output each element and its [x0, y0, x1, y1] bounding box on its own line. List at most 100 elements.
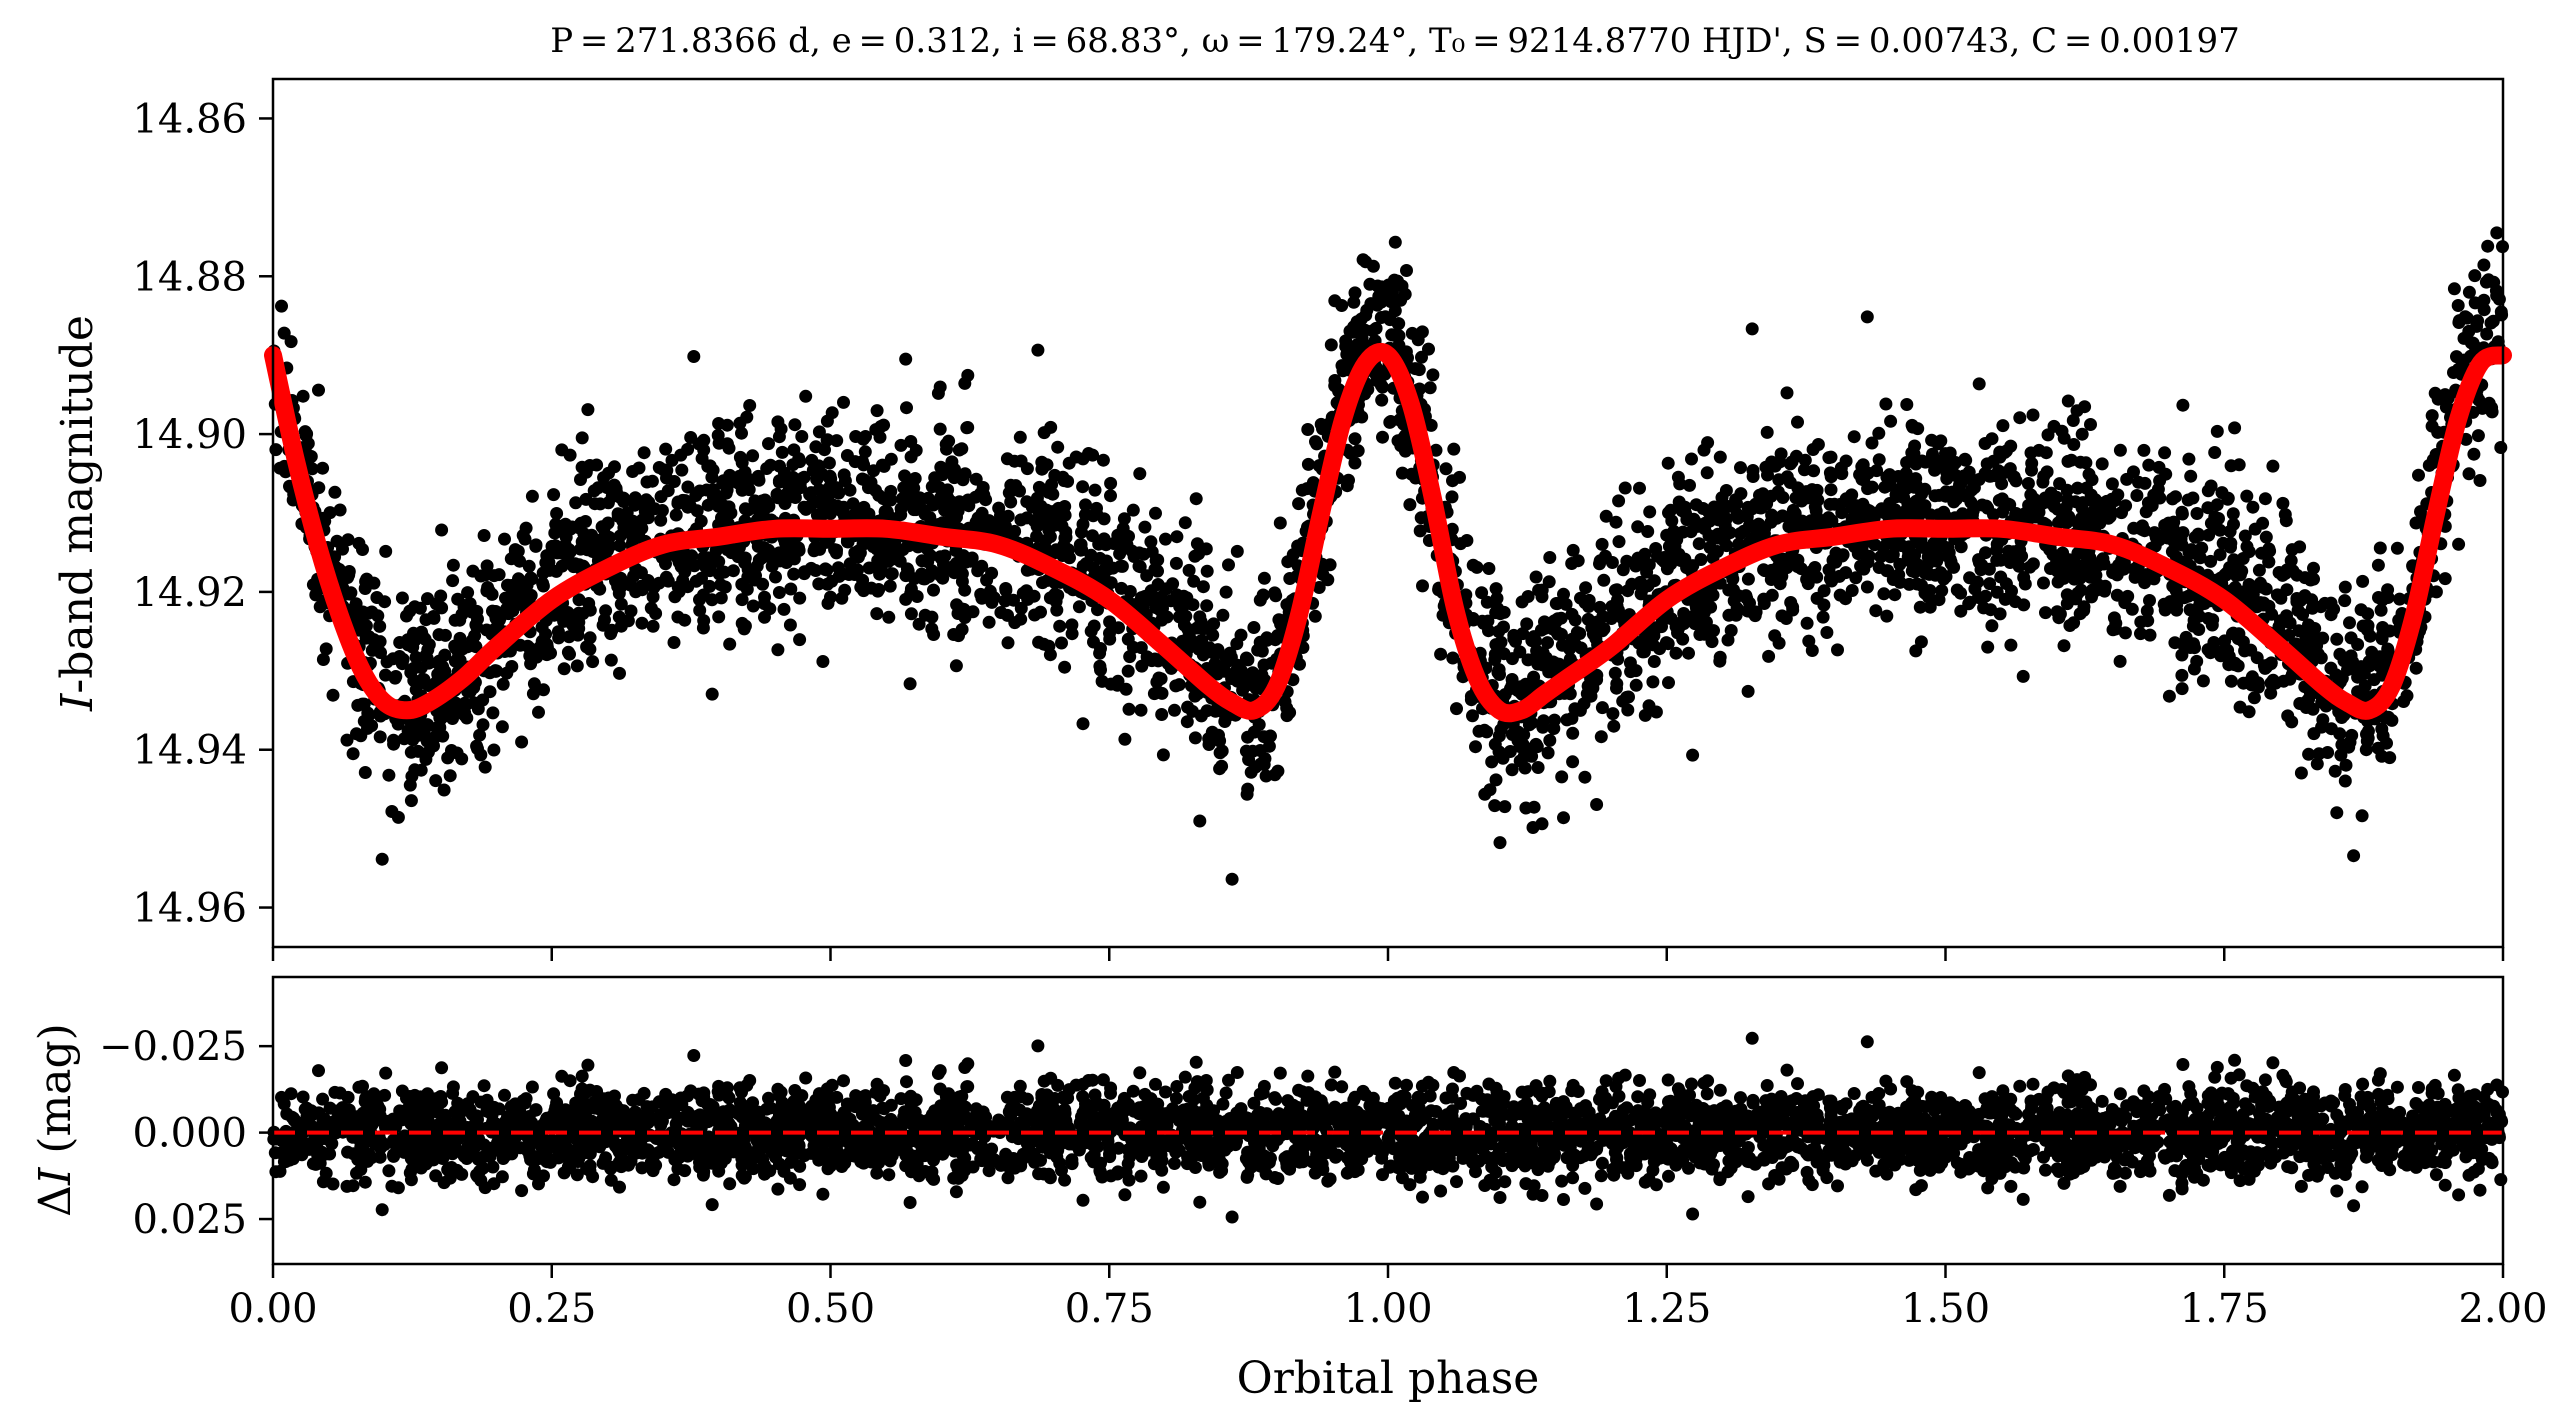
- observation-point: [1810, 484, 1824, 498]
- observation-point: [1638, 708, 1652, 722]
- observation-point: [2337, 654, 2351, 668]
- observation-point: [1888, 588, 1902, 602]
- observation-point: [1730, 497, 1743, 510]
- observation-point: [2085, 473, 2099, 487]
- observation-point: [769, 570, 782, 584]
- observation-point: [758, 610, 771, 624]
- observation-point: [1056, 549, 1070, 562]
- observation-point: [1507, 632, 1521, 645]
- observation-point: [480, 623, 494, 637]
- observation-point: [1566, 755, 1580, 769]
- observation-point: [1957, 469, 1971, 483]
- observation-point: [421, 745, 435, 759]
- observation-point: [1937, 572, 1951, 586]
- observation-point: [1200, 704, 1214, 718]
- observation-point: [1403, 498, 1417, 512]
- observation-point: [969, 472, 983, 486]
- observation-point: [1791, 560, 1805, 574]
- residual-point: [316, 1092, 330, 1106]
- top-y-tick-label: 14.92: [132, 570, 247, 616]
- observation-point: [862, 561, 876, 575]
- observation-point: [581, 403, 595, 417]
- observation-point: [2269, 676, 2283, 690]
- observation-point: [1376, 430, 1389, 444]
- observation-point: [1531, 761, 1545, 774]
- observation-point: [2330, 632, 2344, 646]
- observation-point: [2204, 646, 2217, 660]
- observation-point: [600, 481, 614, 495]
- observation-point: [1273, 516, 1287, 530]
- observation-point: [746, 599, 760, 613]
- observation-point: [2263, 544, 2277, 558]
- observation-point: [1893, 557, 1907, 571]
- observation-point: [602, 530, 616, 544]
- observation-point: [1114, 559, 1128, 573]
- observation-point: [797, 500, 811, 514]
- observation-point: [1300, 482, 1314, 496]
- observation-point: [1698, 619, 1712, 633]
- observation-point: [1808, 500, 1822, 514]
- observation-point: [2242, 580, 2256, 594]
- observation-point: [1058, 660, 1072, 674]
- observation-point: [489, 609, 502, 622]
- observation-point: [1383, 313, 1397, 327]
- observation-point: [1189, 492, 1203, 506]
- observation-point: [605, 623, 619, 637]
- observation-point: [1104, 476, 1118, 490]
- observation-point: [2316, 631, 2330, 645]
- observation-point: [1366, 259, 1380, 273]
- observation-point: [1286, 548, 1300, 562]
- observation-point: [994, 606, 1008, 619]
- observation-point: [2061, 394, 2075, 408]
- observation-point: [1962, 597, 1976, 611]
- observation-point: [2074, 511, 2088, 525]
- observation-point: [341, 533, 355, 547]
- observation-point: [552, 631, 566, 645]
- observation-point: [696, 621, 710, 635]
- observation-point: [1251, 643, 1265, 657]
- observation-point: [2344, 631, 2358, 645]
- observation-point: [1664, 557, 1678, 571]
- observation-point: [681, 480, 695, 494]
- observation-point: [2238, 529, 2252, 543]
- observation-point: [904, 607, 918, 621]
- observation-point: [1816, 610, 1830, 624]
- observation-point: [1746, 464, 1760, 477]
- observation-point: [994, 508, 1007, 522]
- observation-point: [1188, 549, 1202, 563]
- observation-point: [637, 446, 651, 460]
- observation-point: [1594, 730, 1608, 744]
- observation-point: [1081, 557, 1094, 571]
- observation-point: [1429, 443, 1443, 457]
- observation-point: [1211, 662, 1225, 675]
- observation-point: [2224, 536, 2238, 550]
- observation-point: [2333, 727, 2347, 741]
- observation-point: [1348, 286, 1362, 300]
- observation-point: [365, 605, 379, 619]
- observation-point: [671, 495, 685, 509]
- observation-point: [2264, 686, 2278, 700]
- observation-point: [316, 653, 330, 666]
- observation-point: [387, 737, 401, 751]
- observation-point: [923, 549, 937, 563]
- observation-point: [1860, 310, 1874, 324]
- observation-point: [2374, 603, 2388, 617]
- observation-point: [961, 421, 975, 434]
- observation-point: [1608, 666, 1622, 680]
- observation-point: [2091, 578, 2105, 592]
- observation-point: [583, 603, 597, 617]
- observation-point: [2412, 468, 2425, 482]
- observation-point: [1870, 464, 1884, 478]
- observation-point: [1155, 613, 1169, 627]
- observation-point: [2066, 414, 2080, 427]
- observation-point: [1521, 590, 1535, 603]
- observation-point: [1398, 287, 1412, 301]
- observation-point: [478, 760, 492, 774]
- observation-point: [2223, 524, 2237, 538]
- observation-point: [786, 470, 800, 484]
- observation-point: [2414, 505, 2427, 519]
- observation-point: [2021, 477, 2035, 490]
- observation-point: [2201, 612, 2215, 625]
- observation-point: [1918, 455, 1932, 469]
